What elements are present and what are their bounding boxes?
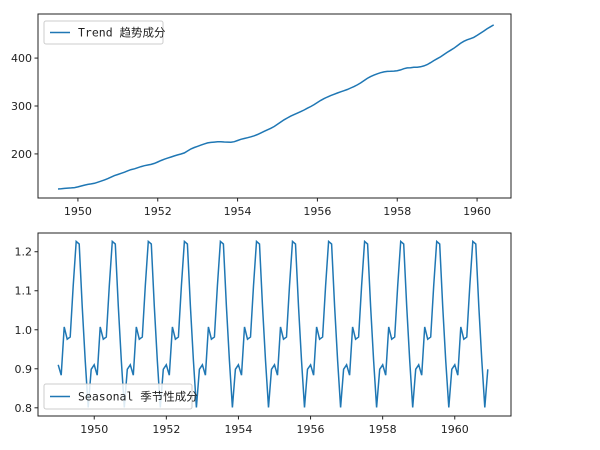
series-line (57, 24, 495, 190)
y-tick-label: 1.2 (15, 246, 33, 259)
axes-frame (37, 232, 512, 417)
trend-axes: 1950 1952 1954 1956 1958 1960 200 300 400 Trend 趋… (11, 13, 512, 218)
y-tick-label: 0.9 (15, 363, 33, 376)
y-tick-label: 400 (11, 52, 32, 65)
seasonal-axes: 1950 1952 1954 1956 1958 1960 0.8 0.9 1.0 1.1 1.2 S… (15, 232, 512, 436)
x-tick-label: 1952 (152, 423, 180, 436)
x-tick-label: 1960 (463, 205, 491, 218)
series-line (57, 239, 489, 408)
x-tick-label: 1950 (64, 205, 92, 218)
y-tick-label: 1.0 (15, 324, 33, 337)
x-tick-label: 1958 (383, 205, 411, 218)
legend-box (43, 383, 193, 410)
x-tick-label: 1956 (297, 423, 325, 436)
y-tick-label: 300 (11, 100, 32, 113)
legend: Trend 趋势成分 (43, 20, 166, 45)
x-tick-label: 1956 (303, 205, 331, 218)
y-tick-label: 200 (11, 148, 32, 161)
x-tick-label: 1952 (144, 205, 172, 218)
x-tick-label: 1954 (224, 205, 252, 218)
legend-label: Seasonal 季节性成分 (78, 390, 198, 404)
y-tick-label: 0.8 (15, 402, 33, 415)
legend-label: Trend 趋势成分 (78, 26, 166, 40)
legend-box (43, 20, 164, 45)
x-tick-label: 1950 (80, 423, 108, 436)
x-tick-label: 1960 (441, 423, 469, 436)
legend: Seasonal 季节性成分 (43, 383, 198, 410)
x-tick-label: 1958 (369, 423, 397, 436)
x-tick-label: 1954 (224, 423, 252, 436)
y-tick-label: 1.1 (15, 285, 33, 298)
